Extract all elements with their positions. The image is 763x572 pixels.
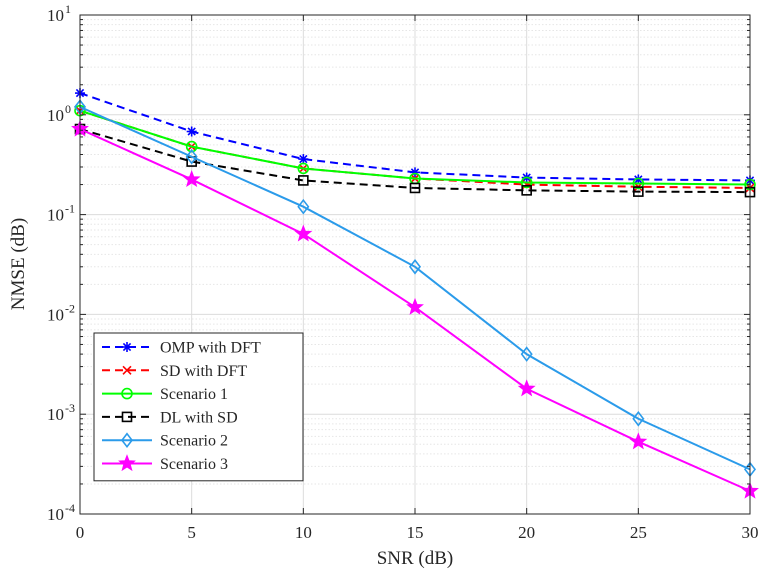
legend-label: SD with DFT (160, 363, 247, 380)
diamond-marker (632, 410, 645, 427)
y-tick-label: 10 (47, 305, 64, 324)
circle-marker (632, 177, 645, 190)
y-tick-exponent: 1 (65, 2, 71, 16)
x-tick-label: 10 (295, 523, 312, 542)
legend: OMP with DFT SD with DFT Scenario 1 DL with… (93, 332, 304, 482)
y-axis-title: NMSE (dB) (8, 218, 29, 310)
series-line (79, 128, 751, 194)
asterisk-stroke (187, 127, 196, 136)
x-tick-label: 20 (518, 523, 535, 542)
legend-label: Scenario 1 (160, 386, 228, 403)
y-tick-label: 10 (47, 405, 64, 424)
star-marker (406, 297, 424, 315)
series-layer (71, 88, 759, 499)
asterisk-marker (122, 342, 132, 352)
circle-marker (297, 162, 310, 175)
legend-entry: Scenario 3 (102, 454, 228, 473)
star-marker (294, 224, 313, 242)
square-marker (633, 186, 644, 197)
x-tick-label: 25 (630, 523, 647, 542)
star-marker (182, 170, 201, 188)
y-tick-exponent: -1 (65, 202, 75, 216)
series-scenario-1 (74, 104, 756, 191)
x-axis-title: SNR (dB) (377, 548, 454, 569)
asterisk-stroke (634, 175, 643, 184)
y-tick-label: 10 (47, 505, 64, 524)
legend-label: Scenario 2 (160, 433, 228, 450)
star-marker (517, 379, 536, 397)
y-tick-exponent: -4 (65, 501, 75, 515)
star-marker (629, 432, 648, 450)
asterisk-stroke (122, 342, 132, 352)
legend-entry: Scenario 2 (102, 432, 228, 450)
series-omp-with-dft (75, 88, 755, 186)
legend-label: DL with SD (160, 409, 238, 426)
y-tick-label: 10 (47, 106, 64, 125)
asterisk-marker (298, 154, 309, 165)
axis-ticks (79, 14, 751, 515)
legend-entry: SD with DFT (102, 363, 247, 380)
diamond-marker (408, 258, 422, 275)
x-tick-label: 5 (187, 523, 196, 542)
x-tick-label: 30 (742, 523, 759, 542)
y-tick-exponent: -2 (65, 301, 75, 315)
square-marker (298, 175, 309, 186)
y-tick-exponent: -3 (65, 401, 75, 415)
square-marker (121, 411, 133, 423)
legend-label: Scenario 3 (160, 456, 228, 473)
y-tick-label: 10 (47, 206, 64, 225)
y-tick-label: 10 (47, 6, 64, 25)
circle-marker (185, 140, 198, 153)
series-line (79, 109, 751, 186)
legend-entry: Scenario 1 (102, 386, 228, 403)
circle-marker (520, 176, 533, 189)
asterisk-stroke (299, 154, 308, 164)
diamond-marker (120, 432, 134, 449)
diamond-marker (297, 198, 310, 215)
asterisk-marker (186, 126, 197, 137)
x-marker (122, 365, 132, 375)
x-tick-label: 0 (76, 523, 85, 542)
star-marker (118, 454, 136, 472)
legend-entry: OMP with DFT (102, 340, 261, 357)
square-marker (521, 185, 532, 196)
series-scenario-3 (71, 119, 759, 499)
major-grid (79, 14, 751, 515)
legend-entry: DL with SD (102, 409, 238, 426)
diamond-marker (520, 346, 533, 362)
diamond-marker (185, 148, 198, 165)
square-marker (409, 182, 421, 194)
y-tick-exponent: 0 (65, 102, 71, 116)
circle-marker (121, 387, 133, 400)
x-tick-label: 15 (407, 523, 424, 542)
legend-box (93, 332, 304, 482)
series-line (79, 105, 751, 471)
x-stroke (122, 365, 132, 375)
legend-label: OMP with DFT (160, 340, 261, 357)
x-tick-labels: 0 5 10 15 20 25 30 (76, 523, 759, 542)
